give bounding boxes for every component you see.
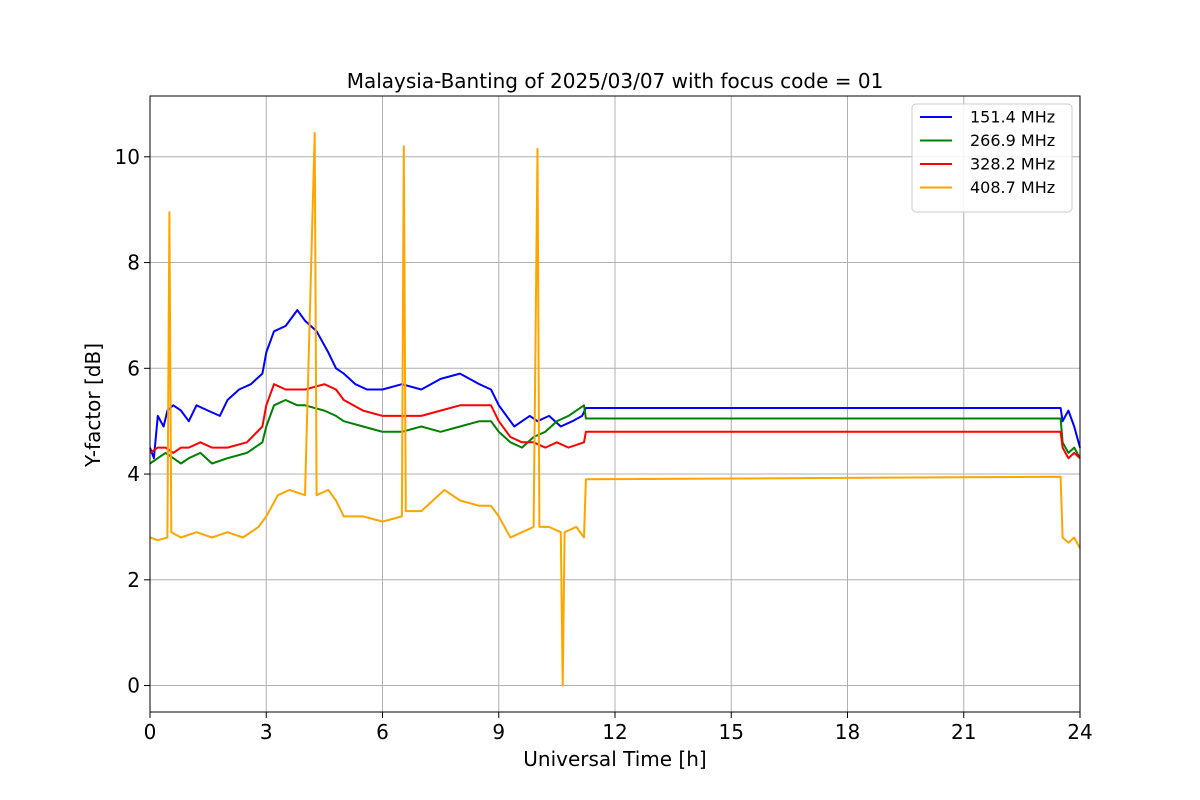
x-tick-label: 3 bbox=[260, 720, 273, 744]
legend-label: 328.2 MHz bbox=[970, 155, 1055, 174]
x-tick-label: 6 bbox=[376, 720, 389, 744]
x-axis: 0 3 6 9 12 15 18 21 24 bbox=[144, 712, 1093, 744]
y-tick-label: 4 bbox=[127, 462, 140, 486]
x-tick-label: 9 bbox=[492, 720, 505, 744]
chart-title: Malaysia-Banting of 2025/03/07 with focu… bbox=[347, 69, 884, 93]
y-tick-label: 6 bbox=[127, 356, 140, 380]
legend-label: 266.9 MHz bbox=[970, 131, 1055, 150]
legend: 151.4 MHz 266.9 MHz 328.2 MHz 408.7 MHz bbox=[911, 103, 1073, 213]
x-tick-label: 18 bbox=[835, 720, 860, 744]
legend-label: 408.7 MHz bbox=[970, 178, 1055, 197]
y-tick-label: 0 bbox=[127, 674, 140, 698]
series-line bbox=[149, 399, 1081, 465]
x-tick-label: 12 bbox=[602, 720, 627, 744]
legend-label: 151.4 MHz bbox=[970, 108, 1055, 127]
y-tick-label: 10 bbox=[115, 145, 140, 169]
y-tick-label: 8 bbox=[127, 251, 140, 275]
x-tick-label: 0 bbox=[144, 720, 157, 744]
series-line bbox=[149, 309, 1081, 460]
x-tick-label: 15 bbox=[719, 720, 744, 744]
series-line bbox=[149, 132, 1081, 687]
series-layer bbox=[149, 132, 1081, 687]
x-tick-label: 24 bbox=[1067, 720, 1092, 744]
y-axis-label: Y-factor [dB] bbox=[81, 343, 105, 468]
x-axis-label: Universal Time [h] bbox=[523, 747, 706, 771]
x-tick-label: 21 bbox=[951, 720, 976, 744]
y-axis: 0 2 4 6 8 10 bbox=[115, 145, 150, 698]
series-line bbox=[149, 383, 1081, 460]
y-tick-label: 2 bbox=[127, 568, 140, 592]
legend-box bbox=[911, 103, 1073, 213]
